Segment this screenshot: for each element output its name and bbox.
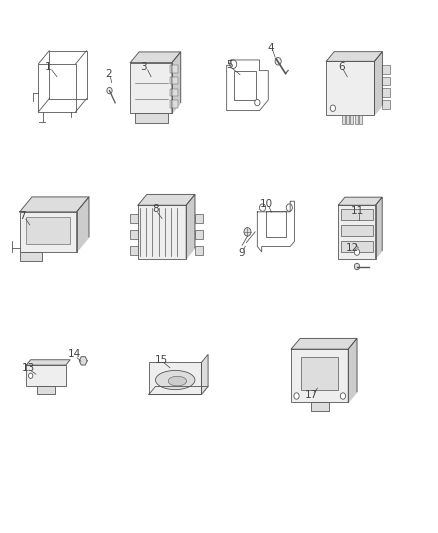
Circle shape: [107, 87, 112, 94]
Bar: [170, 66, 179, 73]
Text: 17: 17: [304, 391, 318, 400]
Text: 6: 6: [338, 62, 345, 71]
Polygon shape: [291, 338, 357, 349]
Bar: [291, 349, 348, 402]
Polygon shape: [172, 52, 180, 114]
Polygon shape: [149, 386, 208, 394]
Text: 12: 12: [346, 243, 359, 253]
Bar: [149, 362, 201, 394]
Ellipse shape: [155, 370, 195, 390]
Text: 13: 13: [22, 363, 35, 373]
Circle shape: [354, 263, 360, 270]
Text: 7: 7: [19, 211, 26, 221]
Bar: [130, 214, 138, 223]
Bar: [37, 386, 55, 394]
Bar: [326, 61, 374, 115]
Bar: [195, 214, 203, 223]
Text: 9: 9: [238, 248, 245, 258]
Bar: [20, 252, 42, 262]
Circle shape: [255, 100, 260, 106]
Text: 4: 4: [268, 43, 275, 53]
Bar: [38, 64, 75, 112]
Bar: [340, 209, 373, 220]
Bar: [301, 357, 338, 390]
Text: 15: 15: [155, 355, 168, 365]
Text: 3: 3: [140, 62, 147, 71]
Circle shape: [330, 105, 336, 111]
Bar: [346, 115, 349, 124]
Bar: [350, 115, 353, 124]
Polygon shape: [138, 195, 195, 205]
Circle shape: [230, 60, 237, 69]
Polygon shape: [374, 52, 382, 115]
Circle shape: [275, 58, 281, 65]
Circle shape: [286, 204, 293, 212]
Text: 2: 2: [105, 69, 112, 78]
Bar: [170, 100, 179, 108]
Bar: [234, 70, 256, 100]
Bar: [26, 365, 66, 386]
Bar: [138, 205, 186, 259]
Polygon shape: [375, 197, 382, 259]
Bar: [338, 205, 375, 259]
Bar: [130, 230, 138, 239]
Polygon shape: [338, 197, 382, 205]
Circle shape: [294, 393, 299, 399]
Text: 5: 5: [226, 60, 233, 70]
Polygon shape: [20, 197, 89, 212]
Bar: [382, 65, 390, 74]
Polygon shape: [186, 195, 195, 259]
Polygon shape: [131, 52, 180, 63]
Bar: [382, 88, 390, 97]
Bar: [340, 225, 373, 236]
Bar: [170, 89, 179, 96]
Polygon shape: [79, 357, 87, 365]
Bar: [359, 115, 362, 124]
Bar: [266, 211, 286, 237]
Text: 10: 10: [260, 199, 273, 208]
Ellipse shape: [168, 376, 187, 386]
Circle shape: [244, 228, 251, 236]
Bar: [340, 241, 373, 252]
Bar: [195, 246, 203, 255]
Polygon shape: [77, 197, 89, 252]
Bar: [382, 77, 390, 85]
Bar: [355, 115, 358, 124]
Polygon shape: [26, 360, 70, 365]
Circle shape: [340, 393, 346, 399]
Text: 11: 11: [350, 206, 364, 215]
Polygon shape: [201, 354, 208, 394]
Bar: [342, 115, 345, 124]
Text: 1: 1: [45, 62, 52, 71]
Text: 14: 14: [68, 350, 81, 359]
Bar: [135, 114, 167, 123]
Bar: [26, 217, 70, 244]
Bar: [311, 402, 328, 411]
Text: 8: 8: [152, 205, 159, 214]
Circle shape: [259, 204, 265, 212]
Bar: [131, 63, 172, 114]
Bar: [195, 230, 203, 239]
Bar: [382, 100, 390, 109]
Polygon shape: [348, 338, 357, 402]
Bar: [20, 212, 77, 252]
Circle shape: [28, 373, 33, 378]
Circle shape: [354, 249, 360, 255]
Bar: [130, 246, 138, 255]
Polygon shape: [326, 52, 382, 61]
Bar: [170, 77, 179, 85]
